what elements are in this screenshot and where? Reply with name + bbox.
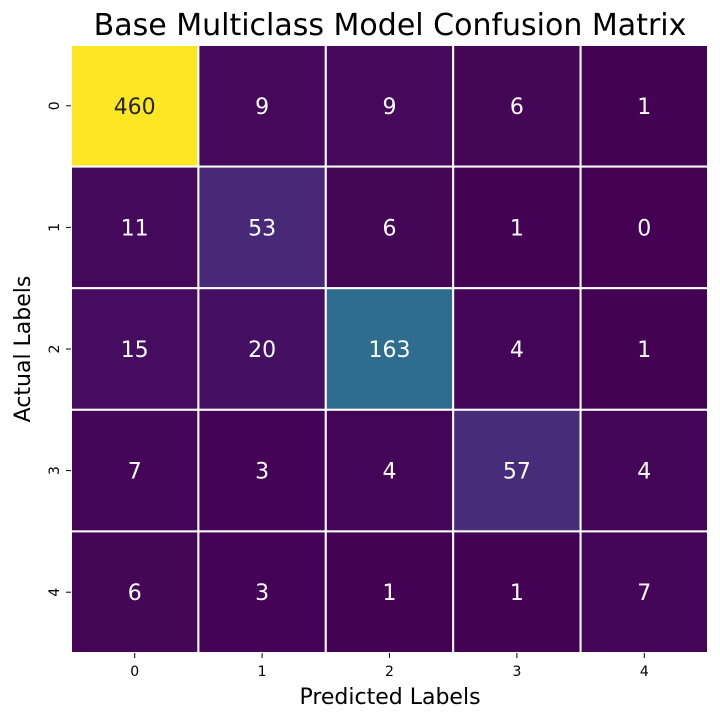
cell-value-r3-c0: 7 xyxy=(128,460,142,485)
y-tick-label-0: 0 xyxy=(47,101,63,110)
cell-value-r4-c3: 1 xyxy=(510,581,524,606)
cell-value-r1-c2: 6 xyxy=(383,216,397,241)
x-axis-ticks: 0 1 2 3 4 xyxy=(130,653,649,680)
cell-value-r0-c1: 9 xyxy=(255,95,269,120)
cell-value-r1-c4: 0 xyxy=(637,216,651,241)
heatmap-cell-r4-c1 xyxy=(197,530,327,655)
cell-value-r0-c0: 460 xyxy=(114,95,156,120)
x-tick-label-2: 2 xyxy=(385,664,394,680)
cell-value-r2-c2: 163 xyxy=(369,338,411,363)
heatmap-cell-r4-c0 xyxy=(70,530,200,655)
y-tick-label-1: 1 xyxy=(47,223,63,232)
x-axis-label: Predicted Labels xyxy=(299,685,480,710)
heatmap-cell-r0-c2 xyxy=(324,44,455,168)
heatmap-cell-r3-c2 xyxy=(324,408,455,533)
cell-value-r4-c1: 3 xyxy=(255,581,269,606)
heatmap-cell-r3-c3 xyxy=(452,408,582,533)
y-tick-label-3: 3 xyxy=(47,466,63,475)
cell-value-r1-c1: 53 xyxy=(248,216,276,241)
heatmap-cell-r1-c2 xyxy=(324,165,455,290)
y-tick-label-4: 4 xyxy=(47,588,63,597)
cell-value-r3-c4: 4 xyxy=(637,460,651,485)
cell-value-r2-c3: 4 xyxy=(510,338,524,363)
cell-value-r1-c3: 1 xyxy=(510,216,524,241)
heatmap-cell-r2-c3 xyxy=(452,287,582,411)
cell-value-r0-c4: 1 xyxy=(637,95,651,120)
heatmap-cell-r4-c4 xyxy=(579,530,709,655)
y-axis-ticks: 0 1 2 3 4 xyxy=(47,101,71,597)
x-tick-label-3: 3 xyxy=(512,664,521,680)
cell-value-r0-c3: 6 xyxy=(510,95,524,120)
cell-value-r0-c2: 9 xyxy=(383,95,397,120)
cell-value-r4-c4: 7 xyxy=(637,581,651,606)
cell-value-r3-c3: 57 xyxy=(503,460,531,485)
x-tick-label-4: 4 xyxy=(640,664,649,680)
cell-value-r4-c2: 1 xyxy=(383,581,397,606)
heatmap-cell-r0-c1 xyxy=(197,44,327,168)
x-tick-label-1: 1 xyxy=(258,664,267,680)
heatmap-cell-r1-c4 xyxy=(579,165,709,290)
heatmap-cell-r4-c2 xyxy=(324,530,455,655)
y-tick-label-2: 2 xyxy=(47,345,63,354)
chart-title: Base Multiclass Model Confusion Matrix xyxy=(94,8,687,43)
y-axis-label: Actual Labels xyxy=(11,276,36,423)
cell-value-r2-c0: 15 xyxy=(121,338,149,363)
heatmap-cell-r2-c1 xyxy=(197,287,327,411)
heatmap-cell-labels: 460 9 9 6 111 53 6 1 015 20 163 4 17 3 4 57 46 3 1 1 7 xyxy=(114,95,652,606)
heatmap-cell-r3-c1 xyxy=(197,408,327,533)
heatmap-cell-r0-c0 xyxy=(70,44,200,168)
x-tick-label-0: 0 xyxy=(130,664,139,680)
cell-value-r3-c2: 4 xyxy=(383,460,397,485)
heatmap-cell-r0-c3 xyxy=(452,44,582,168)
cell-value-r2-c4: 1 xyxy=(637,338,651,363)
cell-value-r4-c0: 6 xyxy=(128,581,142,606)
cell-value-r1-c0: 11 xyxy=(121,216,149,241)
cell-value-r3-c1: 3 xyxy=(255,460,269,485)
cell-value-r2-c1: 20 xyxy=(248,338,276,363)
heatmap-cells xyxy=(70,44,709,655)
heatmap-cell-r3-c4 xyxy=(579,408,709,533)
